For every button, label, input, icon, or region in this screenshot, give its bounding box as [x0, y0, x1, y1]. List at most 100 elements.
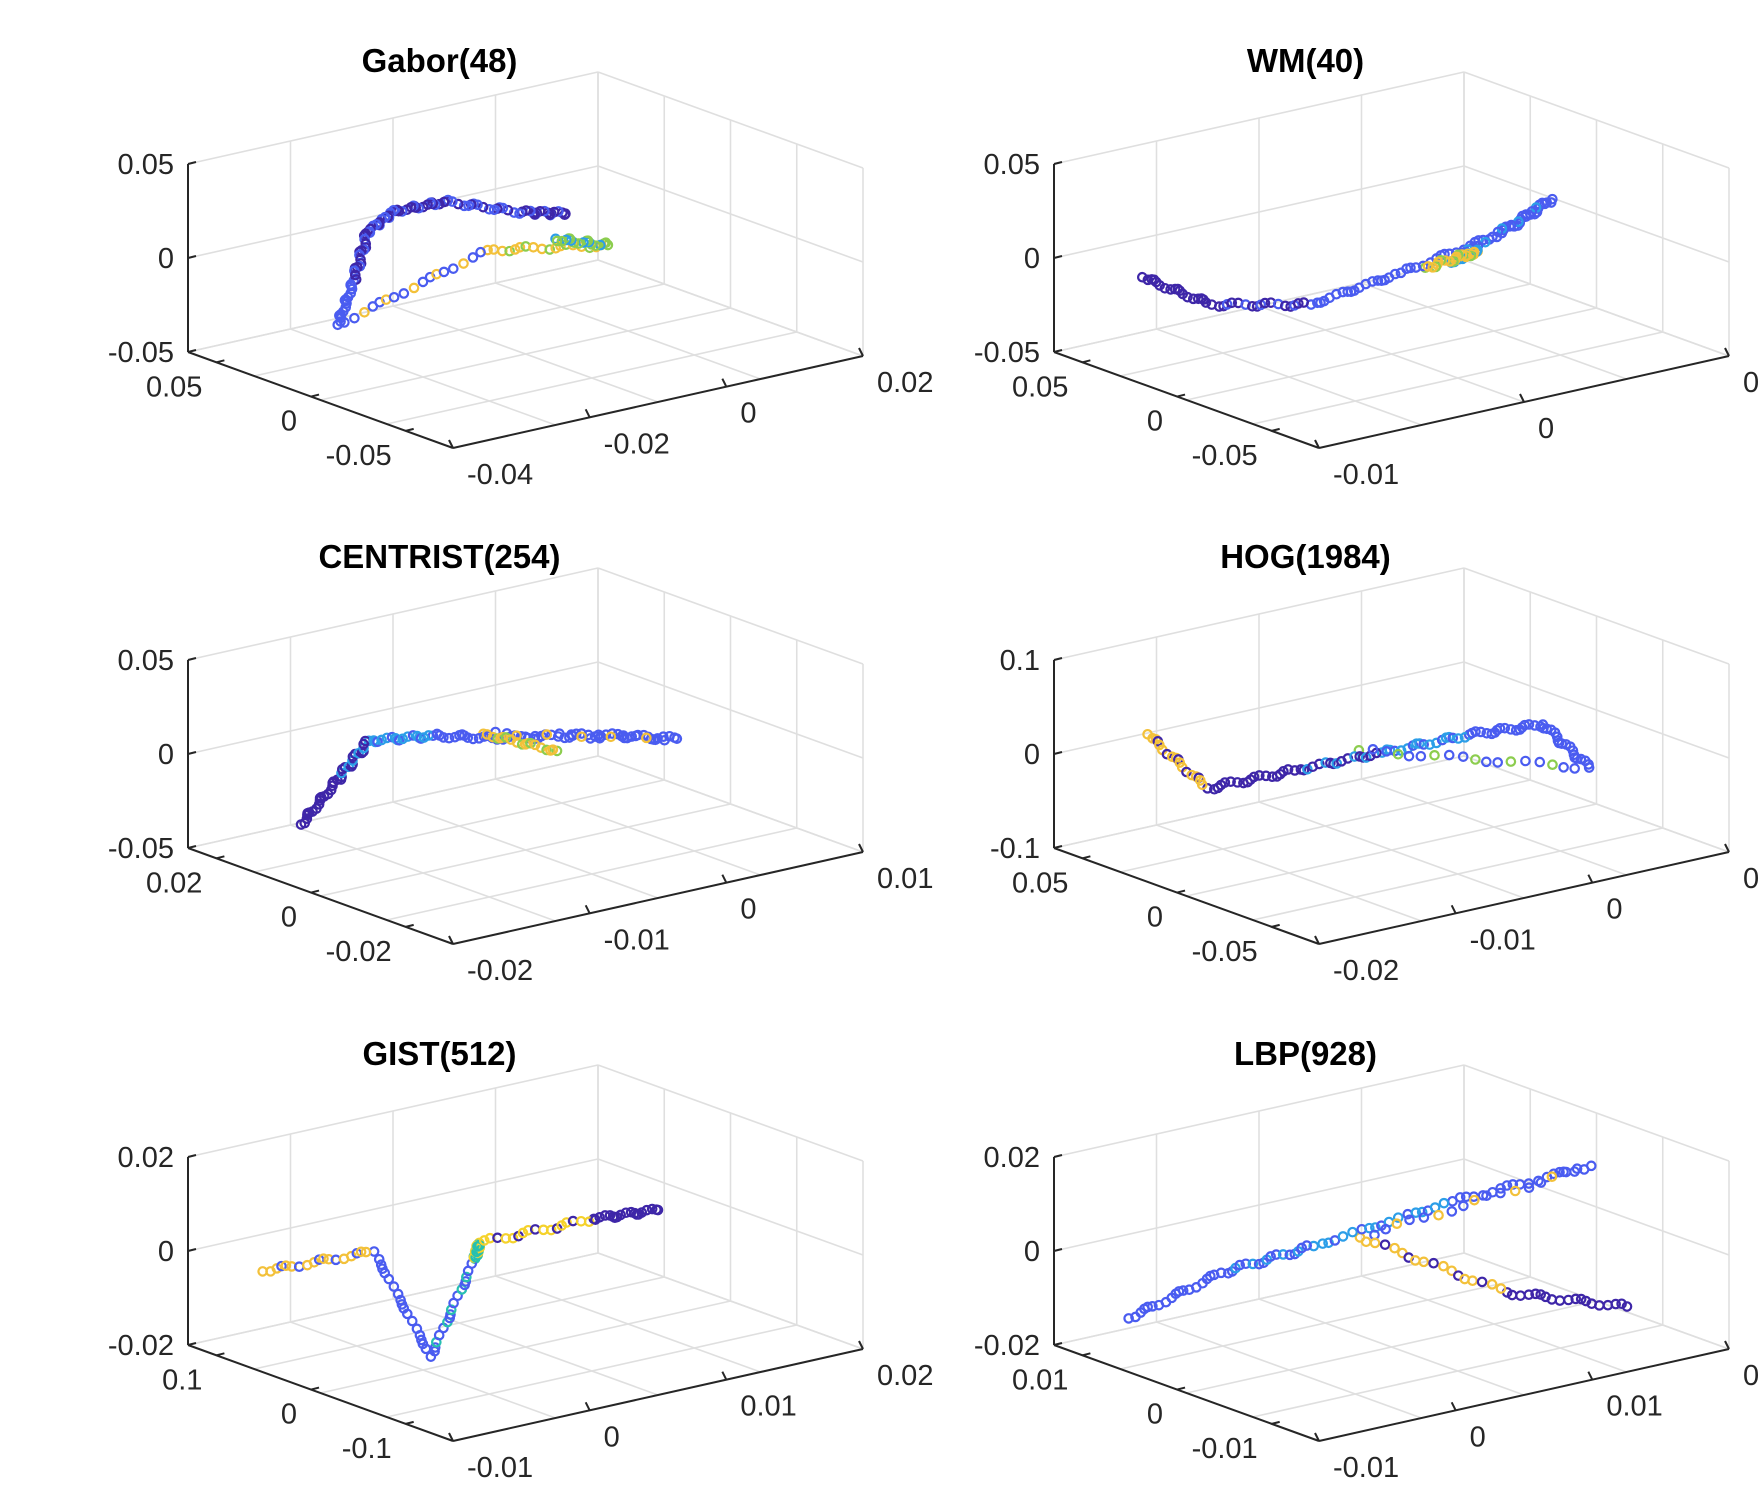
y-tick: 0	[1147, 393, 1186, 438]
x-tick: 0	[721, 378, 756, 430]
scatter-point	[1433, 1209, 1444, 1221]
gridline	[1053, 1064, 1465, 1158]
scatter-point	[1457, 751, 1469, 762]
scatter-point	[1161, 748, 1173, 760]
scatter-point	[467, 252, 479, 263]
y-tick-label: 0.05	[1012, 371, 1068, 403]
scatter-point	[445, 1309, 456, 1320]
scatter-point	[1337, 1231, 1349, 1242]
z-tick: 0.05	[118, 149, 197, 181]
x-tick-label: -0.02	[467, 955, 533, 987]
gridline	[187, 71, 599, 165]
scatter-point	[1523, 1178, 1535, 1189]
scatter-point	[1208, 1269, 1220, 1281]
scatter-point	[1254, 770, 1265, 781]
scatter-point	[1505, 219, 1517, 231]
scatter-point	[1443, 749, 1455, 761]
scatter-point	[402, 1308, 413, 1320]
scatter-point	[1147, 1301, 1158, 1312]
x-tick-label: 0.01	[740, 1391, 796, 1423]
gridline	[1361, 282, 1627, 380]
y-tick-label: 0	[1147, 406, 1163, 438]
z-tick-label: 0.05	[118, 149, 174, 181]
x-tick: -0.01	[1314, 439, 1399, 491]
scatter-point	[1248, 771, 1260, 783]
scatter-point	[1501, 1180, 1513, 1191]
z-tick: 0.05	[984, 149, 1063, 181]
x-tick: 0.01	[1724, 347, 1758, 399]
x-tick-label: 0	[1606, 894, 1622, 926]
scatter-point	[388, 291, 400, 303]
scatter-point	[461, 1271, 472, 1283]
scatter-point	[360, 1246, 372, 1258]
scatter-point	[1571, 1163, 1583, 1175]
scatter-point	[1616, 1298, 1627, 1310]
scatter-point	[1415, 750, 1427, 762]
scatter-point	[1234, 1259, 1246, 1271]
gridline	[386, 1324, 797, 1418]
scatter-point	[1447, 732, 1459, 744]
gridline	[1252, 331, 1663, 425]
subplot-title: Gabor(48)	[361, 42, 518, 79]
y-tick-label: 0.01	[1012, 1364, 1068, 1396]
z-tick: -0.05	[974, 337, 1063, 369]
scatter-point	[1369, 1237, 1381, 1249]
subplot-gabor: Gabor(48) 0.05 0 -0.05 0.05 0 -0.05 -0.04 -0.02…	[0, 0, 934, 501]
y-tick-label: 0.02	[146, 867, 202, 899]
scatter-point	[1570, 1293, 1582, 1305]
scatter-point	[1546, 1171, 1558, 1183]
scatter-point	[561, 1217, 572, 1228]
scatter-point	[392, 1288, 404, 1300]
x-tick: 0.02	[858, 1340, 933, 1392]
y-tick-label: 0.05	[1012, 867, 1068, 899]
scatter-point	[1177, 1285, 1189, 1296]
scatter-point	[1554, 1166, 1565, 1178]
scatter-point	[1372, 275, 1384, 286]
scatter-point	[641, 732, 652, 744]
scatter-point	[556, 235, 568, 247]
z-tick: -0.1	[990, 833, 1063, 865]
scatter-point	[406, 1315, 418, 1327]
x-tick-label: 0	[604, 1421, 620, 1453]
scatter-point	[1392, 1212, 1404, 1223]
gridline	[1053, 567, 1465, 661]
scatter-point	[522, 1224, 534, 1236]
subplot-gist: GIST(512) 0.02 0 -0.02 0.1 0 -0.1 -0.01 0 0.01 0.…	[0, 993, 934, 1494]
scatter-point	[1364, 1222, 1375, 1234]
scatter-point	[1296, 1242, 1308, 1254]
scatter-point	[414, 1329, 426, 1341]
scatter-point	[1301, 1240, 1313, 1251]
axes-3d: 0.05 0 -0.050.02 0 -0.02 -0.02 -0.01 0 0.01	[108, 567, 933, 987]
subplot-hog: HOG(1984) 0.1 0 -0.1 0.05 0 -0.05 -0.02 -0.01 0 0…	[866, 496, 1758, 997]
scatter-point	[438, 732, 449, 743]
scatter-point	[545, 1224, 557, 1236]
scatter-point	[323, 1253, 335, 1265]
scatter-point	[1225, 776, 1236, 787]
scatter-point	[1422, 261, 1434, 272]
scatter-point	[1260, 770, 1272, 782]
z-tick-label: 0	[1024, 1236, 1040, 1268]
x-tick: -0.01	[1450, 904, 1536, 956]
scatter-point	[605, 731, 617, 743]
scatter-point	[1403, 750, 1415, 762]
y-tick: 0	[1147, 889, 1186, 934]
y-tick-label: -0.01	[1192, 1433, 1258, 1465]
scatter-point	[1535, 1177, 1547, 1188]
x-tick-label: 0	[1538, 413, 1554, 445]
x-tick-label: 0.01	[1743, 367, 1758, 399]
scatter-point	[313, 1254, 325, 1265]
z-tick: 0.02	[984, 1142, 1063, 1174]
scatter-point	[1456, 249, 1468, 260]
gridline	[1186, 307, 1597, 401]
scatter-point	[1438, 1197, 1450, 1209]
z-tick: 0.02	[118, 1142, 197, 1174]
scatter-point	[1182, 291, 1193, 303]
subplot-title: HOG(1984)	[1220, 538, 1391, 575]
gridline	[320, 307, 731, 401]
scatter-point	[1446, 1206, 1458, 1217]
y-axis-line	[187, 847, 454, 945]
scatter-point	[1392, 748, 1404, 760]
x-tick: -0.04	[448, 439, 533, 491]
